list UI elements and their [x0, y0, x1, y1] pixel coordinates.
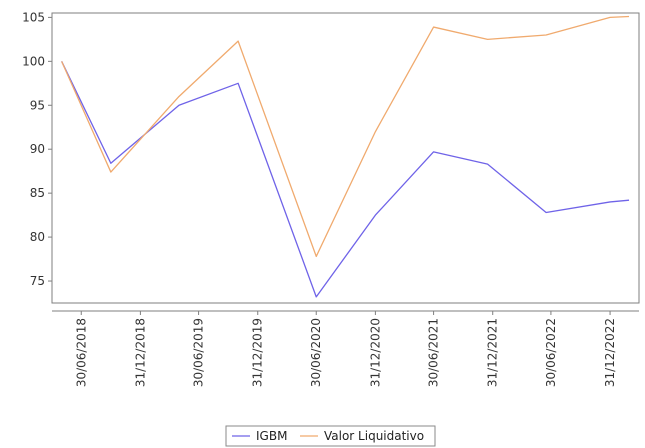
plot-area [51, 12, 640, 304]
x-tick-label: 31/12/2022 [603, 318, 617, 387]
series-line-igbm [61, 61, 630, 298]
y-tick-label: 100 [22, 54, 45, 68]
x-tick-label: 31/12/2021 [486, 318, 500, 387]
x-tick-label: 30/06/2018 [74, 318, 88, 387]
legend-box [225, 425, 436, 447]
legend-label-igbm: IGBM [256, 429, 287, 443]
legend-label-valor-liquidativo: Valor Liquidativo [324, 429, 424, 443]
y-tick-label: 75 [30, 274, 45, 288]
x-axis: 30/06/2018 31/12/2018 30/06/2019 31/12/2019… [52, 310, 639, 387]
y-tick-label: 90 [30, 142, 45, 156]
x-tick-label: 30/06/2022 [544, 318, 558, 387]
y-tick-label: 80 [30, 230, 45, 244]
x-tick-label: 30/06/2021 [427, 318, 441, 387]
y-tick-label: 105 [22, 10, 45, 24]
legend: IGBM Valor Liquidativo [225, 425, 436, 447]
x-tick-label: 31/12/2019 [251, 318, 265, 387]
x-tick-label: 31/12/2018 [133, 318, 147, 387]
y-axis: 75 80 85 90 95 100 105 [22, 10, 52, 288]
x-tick-label: 30/06/2020 [309, 318, 323, 387]
series-layer [61, 15, 630, 298]
x-tick-label: 30/06/2019 [192, 318, 206, 387]
y-tick-label: 85 [30, 186, 45, 200]
x-tick-label: 31/12/2020 [368, 318, 382, 387]
series-line-valor-liquidativo [61, 15, 630, 258]
y-tick-label: 95 [30, 98, 45, 112]
